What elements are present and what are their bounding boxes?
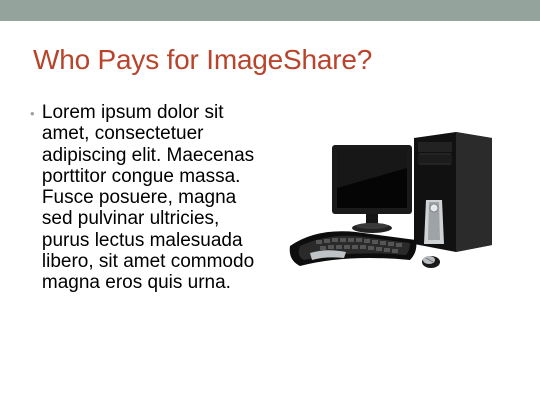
bullet-dot-icon: •	[30, 106, 35, 121]
computer-tower	[414, 132, 492, 252]
bullet-text: Lorem ipsum dolor sit amet, consectetuer…	[41, 102, 255, 294]
bullet-item: • Lorem ipsum dolor sit amet, consectetu…	[30, 102, 262, 294]
keyboard	[289, 231, 417, 266]
monitor	[332, 145, 412, 233]
mouse	[422, 256, 440, 268]
top-accent-bar	[0, 0, 540, 21]
slide-title: Who Pays for ImageShare?	[33, 44, 373, 75]
bullet-list: • Lorem ipsum dolor sit amet, consectetu…	[30, 102, 262, 294]
desktop-computer-image	[289, 132, 492, 268]
